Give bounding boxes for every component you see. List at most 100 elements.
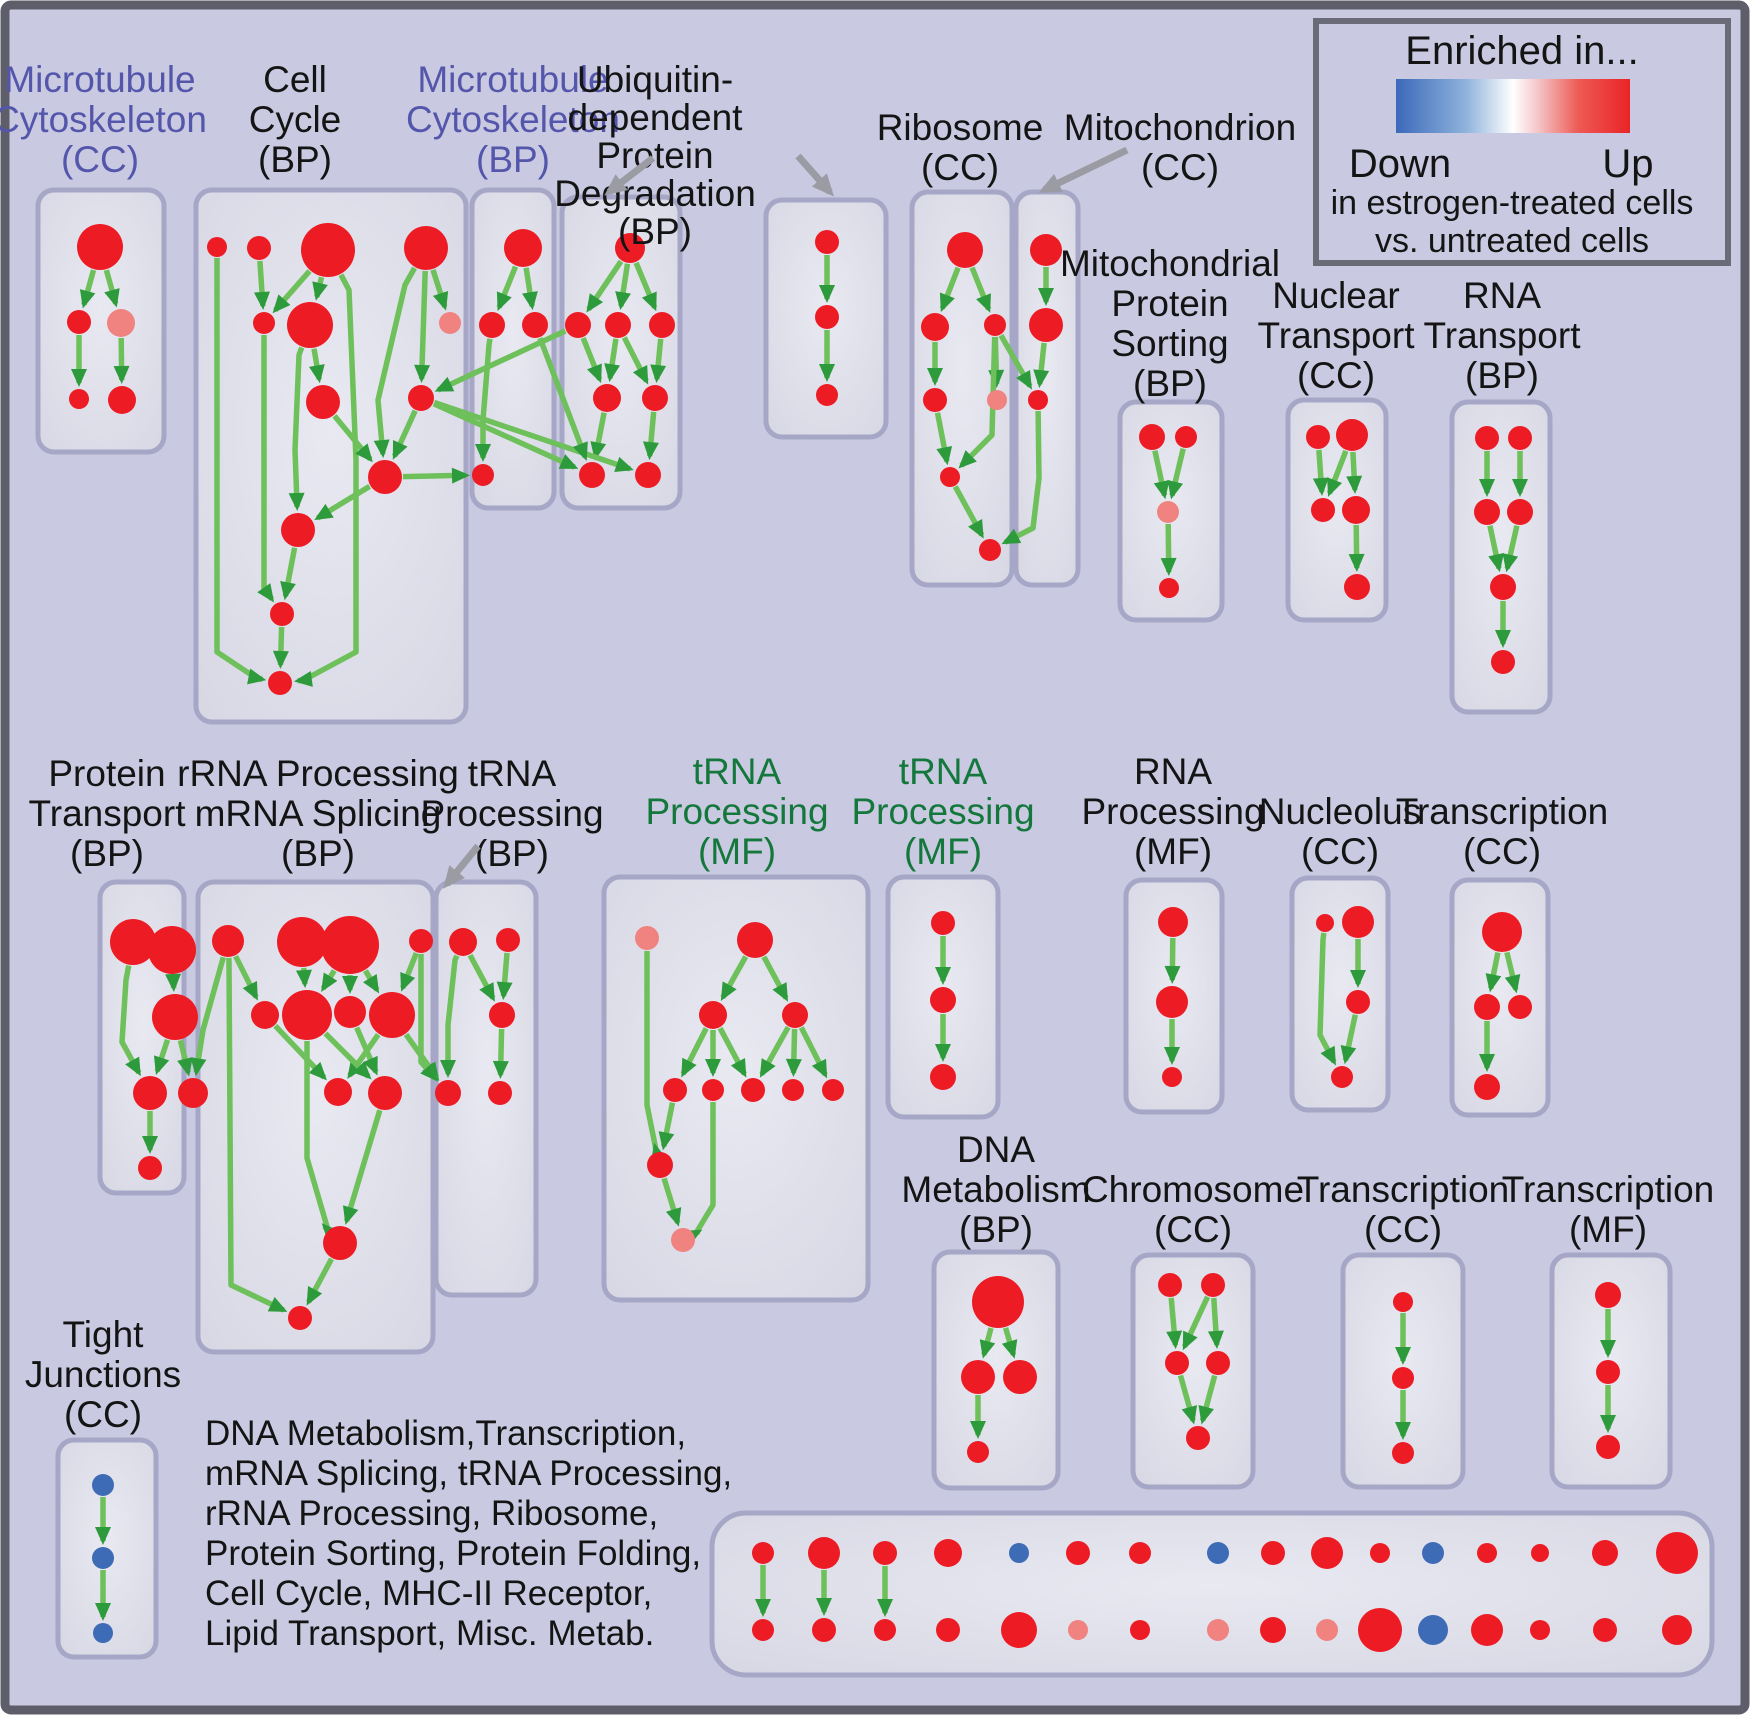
go-term-node-mb3 (522, 312, 548, 338)
go-term-node-ua7 (579, 462, 605, 488)
edge-arrow (373, 266, 417, 459)
cluster-label-transmf: Transcription (1502, 1169, 1714, 1210)
go-term-node-q12 (288, 1306, 312, 1330)
cluster-label-dnametab: Metabolism (901, 1169, 1090, 1210)
text-block-line: rRNA Processing, Ribosome, (205, 1494, 658, 1533)
cluster-box-chromosome (1130, 1252, 1256, 1490)
cluster-label-rnaproc: RNA (1134, 751, 1212, 792)
edge-arrow (363, 969, 380, 994)
go-term-node-mtcc3 (107, 309, 135, 337)
cluster-label-prottrans: (BP) (70, 833, 144, 874)
legend-subtitle-1: in estrogen-treated cells (1331, 184, 1694, 222)
go-term-node-rt5 (1490, 574, 1516, 600)
go-term-node-q10 (368, 1076, 402, 1110)
go-term-node-g2 (930, 987, 956, 1013)
misc-node-bottom-4 (1001, 1612, 1037, 1648)
edge-arrow (1152, 450, 1170, 500)
edge-arrow (1001, 410, 1042, 545)
misc-node-bottom-13 (1530, 1620, 1550, 1640)
edge-arrow (402, 467, 470, 484)
edge-arrow (537, 337, 588, 461)
misc-node-top-11 (1422, 1542, 1444, 1564)
edge-arrow (621, 336, 649, 385)
edge-arrow (432, 401, 579, 470)
edge-arrow (119, 965, 142, 1077)
misc-node-bottom-10 (1358, 1608, 1402, 1652)
go-term-node-cc6 (287, 302, 333, 348)
go-term-node-cc3 (301, 223, 355, 277)
go-term-node-r1 (947, 232, 983, 268)
go-term-node-mb1 (504, 229, 542, 267)
cluster-label-mtbp: Microtubule (417, 59, 608, 100)
edge-arrow (214, 258, 267, 685)
go-term-node-d3 (1003, 1360, 1037, 1394)
text-block-line: Lipid Transport, Misc. Metab. (205, 1614, 654, 1653)
go-term-node-u3 (1346, 990, 1370, 1014)
edge-arrow (418, 954, 439, 1082)
edge-arrow (391, 409, 418, 460)
go-term-node-m2 (1029, 308, 1063, 342)
cluster-box-misc (709, 1510, 1715, 1678)
edge-arrow (414, 270, 431, 383)
go-term-node-h1 (1158, 907, 1188, 937)
go-term-node-t1 (92, 1474, 114, 1496)
text-block-line: Cell Cycle, MHC-II Receptor, (205, 1574, 652, 1613)
go-term-node-ua2 (565, 312, 591, 338)
go-term-node-nt5 (1344, 574, 1370, 600)
go-term-node-ub3 (816, 384, 838, 406)
misc-node-top-13 (1531, 1544, 1549, 1562)
legend-up-label: Up (1602, 142, 1653, 186)
edge-arrow (253, 260, 270, 310)
go-term-node-cc5 (253, 312, 275, 334)
misc-node-bottom-3 (936, 1618, 960, 1642)
edge-arrow (934, 412, 953, 466)
edge-arrow (434, 328, 567, 393)
go-term-node-tb5 (488, 1081, 512, 1105)
legend-title: Enriched in... (1405, 29, 1638, 73)
go-term-node-r5 (987, 390, 1007, 410)
edge-arrow (1502, 525, 1520, 573)
edge-arrow (103, 269, 120, 308)
edge-arrow (475, 338, 493, 462)
pointer-arrow-mitochondrion-to-box (1038, 146, 1129, 194)
pointer-arrows-layer (443, 146, 1129, 889)
cluster-label-rnaproc: Processing (1081, 791, 1264, 832)
misc-node-top-0 (752, 1542, 774, 1564)
edge-arrow (798, 1026, 828, 1079)
go-term-node-mtcc2 (67, 310, 91, 334)
go-term-node-u4 (1331, 1066, 1353, 1088)
go-term-node-f1 (635, 926, 659, 950)
pointer-arrow-trna-bp-to-box (443, 843, 481, 889)
cluster-box-mtcc (35, 187, 167, 455)
go-term-node-nt4 (1342, 496, 1370, 524)
edge-arrow (257, 335, 275, 603)
go-term-node-x2 (1596, 1360, 1620, 1384)
misc-node-bottom-9 (1316, 1619, 1338, 1641)
legend-gradient-bar (1396, 79, 1630, 133)
edge-arrow (969, 266, 992, 313)
misc-node-bottom-6 (1130, 1620, 1150, 1640)
edge-arrow (320, 969, 338, 993)
cluster-label-ribosome: (CC) (921, 147, 999, 188)
misc-node-top-7 (1207, 1542, 1229, 1564)
go-term-node-f2 (737, 922, 773, 958)
legend: Enriched in... Down Up in estrogen-treat… (1313, 18, 1731, 266)
go-term-node-ua4 (649, 312, 675, 338)
cluster-label-nuctrans: Transport (1258, 315, 1416, 356)
go-term-node-p1 (110, 919, 156, 965)
go-term-node-rt3 (1474, 499, 1500, 525)
go-term-node-nt2 (1336, 419, 1368, 451)
edge-arrow (1177, 1374, 1198, 1425)
cluster-label-tightjunc: (CC) (64, 1394, 142, 1435)
go-term-node-q5 (251, 1001, 279, 1029)
go-term-node-k2 (1201, 1273, 1225, 1297)
cluster-label-ubiqA: Protein (596, 135, 713, 176)
go-term-node-f11 (671, 1228, 695, 1252)
edge-arrow (1160, 523, 1177, 576)
misc-node-bottom-5 (1068, 1620, 1088, 1640)
cluster-box-dnametab (931, 1249, 1061, 1491)
misc-node-top-12 (1477, 1543, 1497, 1563)
edge-arrow (440, 954, 460, 1078)
edge-arrow (761, 955, 789, 1002)
go-term-node-rt1 (1475, 426, 1499, 450)
